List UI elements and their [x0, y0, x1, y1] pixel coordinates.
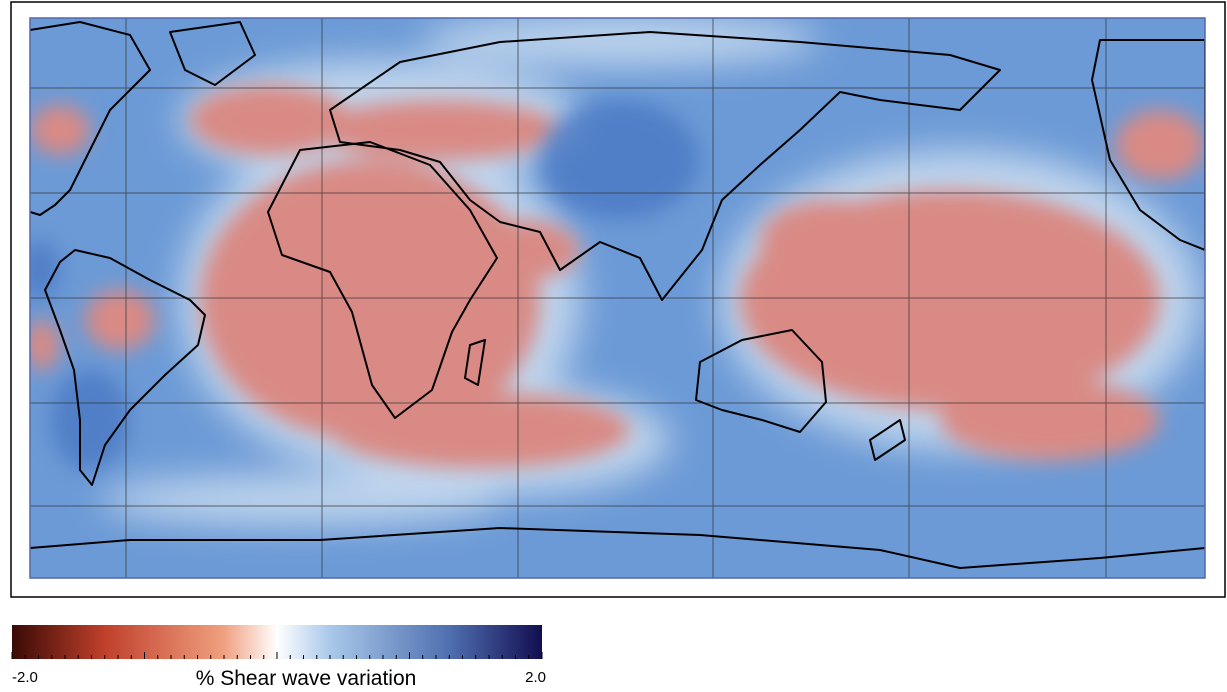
colorbar-ticks: [11, 652, 543, 659]
colorbar-max-label: 2.0: [525, 669, 546, 686]
colorbar-title: % Shear wave variation: [196, 667, 417, 690]
velocity-field: [30, 18, 1205, 578]
graticule: [30, 18, 1205, 578]
map-border: [29, 17, 1206, 579]
coastlines: [30, 21, 1205, 569]
colorbar-min-label: -2.0: [12, 669, 38, 686]
